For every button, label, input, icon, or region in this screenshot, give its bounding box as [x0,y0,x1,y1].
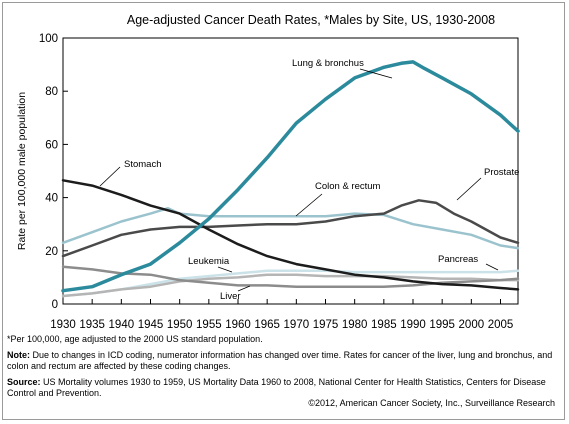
series-lines [61,60,520,298]
x-tick-label-1975: 1975 [313,319,339,330]
series-line-pancreas [61,269,520,298]
series-label-colon-rectum: Colon & rectum [315,181,381,192]
y-tick-label-40: 40 [45,193,58,205]
note-label: Note: [7,349,30,360]
x-tick-label-1970: 1970 [284,319,310,330]
series-label-leukemia: Leukemia [188,256,230,267]
series-line-liver [61,265,520,288]
series-line-colon-rectum [61,206,520,250]
figure-frame [2,2,565,420]
x-tick-label-1940: 1940 [109,319,135,330]
line-chart: Age-adjusted Cancer Death Rates, *Males … [16,13,520,330]
y-tick-label-100: 100 [39,33,58,45]
source-label: Source: [7,376,41,387]
series-line-leukemia [61,273,520,298]
series-label-lung-bronchus: Lung & bronchus [292,58,364,69]
notes-block: *Per 100,000, age adjusted to the 2000 U… [7,334,557,404]
y-tick-label-20: 20 [45,246,58,258]
y-tick-label-60: 60 [45,139,58,151]
plot-area-border [62,37,519,305]
x-tick-label-2000: 2000 [459,319,485,330]
x-tick-label-1935: 1935 [79,319,105,330]
x-tick-label-2005: 2005 [488,319,514,330]
source-note: Source: US Mortality volumes 1930 to 195… [7,377,557,400]
series-line-stomach [61,179,520,291]
leader-line-pancreas [485,263,499,271]
series-label-pancreas: Pancreas [438,254,478,265]
series-label-stomach: Stomach [124,159,162,170]
x-tick-label-1945: 1945 [138,319,164,330]
x-tick-label-1990: 1990 [400,319,426,330]
x-tick-label-1995: 1995 [429,319,455,330]
footnote: *Per 100,000, age adjusted to the 2000 U… [7,334,263,344]
x-tick-label-1930: 1930 [50,319,76,330]
x-tick-label-1985: 1985 [371,319,397,330]
note-text: Due to changes in ICD coding, numerator … [7,349,553,372]
x-tick-label-1955: 1955 [196,319,222,330]
series-line-lung-bronchus [61,60,520,293]
x-tick-label-1980: 1980 [342,319,368,330]
y-tick-label-80: 80 [45,86,58,98]
leader-line-prostate [456,177,482,201]
plot-frame [62,37,519,305]
axis-ticks: 0 20 40 60 80 100 1930 1935 1940 1945 1950 1955 1960… [39,33,513,330]
leader-line-lung-bronchus [359,68,393,79]
leader-line-leukemia [217,266,233,273]
x-tick-label-1960: 1960 [225,319,251,330]
y-axis-label: Rate per 100,000 male population [16,92,28,250]
source-text: US Mortality volumes 1930 to 1959, US Mo… [7,376,546,399]
leader-line-colon-rectum [295,193,323,217]
chart-title: Age-adjusted Cancer Death Rates, *Males … [127,13,495,27]
series-labels: Lung & bronchus Stomach Colon & rectum Pros… [99,58,519,302]
leader-line-liver [237,285,251,292]
series-label-liver: Liver [220,291,241,302]
coding-note: Note: Due to changes in ICD coding, nume… [7,350,557,373]
x-tick-label-1965: 1965 [254,319,280,330]
y-tick-label-0: 0 [52,299,58,311]
series-line-prostate [61,199,520,258]
copyright: ©2012, American Cancer Society, Inc., Su… [308,398,555,408]
x-tick-label-1950: 1950 [167,319,193,330]
leader-line-stomach [99,166,121,187]
series-label-prostate: Prostate [484,167,519,178]
